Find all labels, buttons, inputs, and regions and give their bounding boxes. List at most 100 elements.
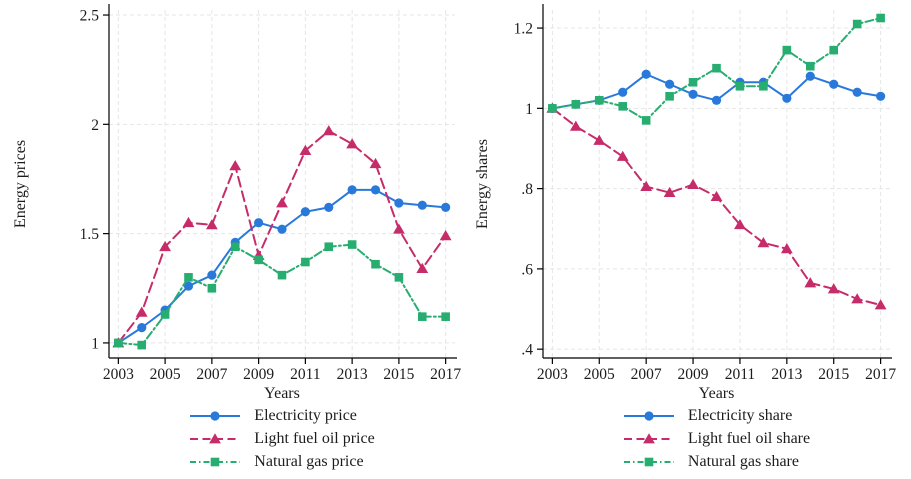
y-tick-label: 1.2 [514,21,533,38]
square-marker [829,45,839,55]
square-marker [114,338,123,348]
legend-item-electricity-share: Electricity share [623,406,810,426]
x-tick-label: 2009 [243,366,274,383]
x-tick-label: 2003 [537,366,568,383]
legend-item-natural-gas-share: Natural gas share [623,452,810,472]
triangle-marker [299,144,312,155]
square-marker [371,259,380,269]
legend-item-light-fuel-oil-price: Light fuel oil price [189,429,375,449]
square-marker [644,457,654,467]
circle-marker [183,281,194,291]
circle-marker [347,185,357,195]
x-tick-label: 2011 [290,366,320,383]
circle-marker [417,200,427,210]
legend-label: Light fuel oil share [687,430,811,447]
triangle-marker [687,178,699,190]
triangle-marker [734,218,746,230]
y-axis-title: Energy shares [474,139,491,229]
circle-marker [277,224,287,234]
legend-item-natural-gas-price: Natural gas price [189,452,374,472]
y-axis-title: Energy prices [12,140,29,228]
energy-shares-chart-canvas: .4 .6 .8 1 1.2 2003 2005 2007 2009 2011 2013 2015 20… [474,4,896,402]
square-marker [254,255,263,265]
y-tick-label: 1.5 [80,226,100,243]
triangle-marker [159,240,172,252]
x-tick-label: 2003 [103,366,134,383]
square-marker [347,240,357,249]
circle-marker [137,323,147,333]
legend-label: Natural gas price [254,453,364,470]
triangle-marker [369,157,382,169]
square-marker [782,45,792,55]
triangle-marker [439,230,452,241]
series-line [117,188,447,344]
square-marker [184,273,193,282]
x-tick-label: 2015 [818,366,849,383]
square-marker [137,340,147,350]
square-marker [394,273,404,282]
square-marker [441,312,450,321]
triangle-marker [804,277,817,288]
triangle-marker [416,262,429,273]
x-tick-label: 2015 [383,366,414,383]
circle-marker [300,207,310,217]
x-tick-label: 2017 [865,366,896,383]
circle-marker [805,71,815,81]
square-marker [712,63,721,73]
triangle-marker [276,197,288,208]
square-marker [759,81,768,91]
triangle-marker [209,433,222,444]
x-tick-label: 2007 [631,366,662,383]
natural-gas-price-line-icon [190,457,241,467]
square-marker [324,242,334,252]
square-marker [210,457,220,467]
square-marker [805,61,815,71]
prices-legend: Electricity price Light fuel oil price N… [109,406,455,472]
circle-marker [852,87,862,97]
square-marker [417,312,427,321]
triangle-marker [710,190,723,202]
circle-marker [441,202,451,212]
circle-marker [641,69,651,79]
circle-marker [207,270,217,280]
square-marker [160,310,170,319]
triangle-marker [229,160,242,171]
circle-marker [618,87,628,97]
circle-marker [711,95,722,105]
triangle-marker [757,237,770,248]
circle-marker [324,202,334,212]
triangle-marker [780,243,793,254]
x-axis-title: Years [264,385,300,402]
triangle-marker [392,223,405,234]
square-marker [852,19,862,29]
triangle-marker [346,138,359,149]
square-marker [594,96,604,105]
square-marker [207,283,217,293]
x-tick-label: 2005 [584,366,615,383]
triangle-marker [827,283,840,294]
triangle-marker [640,180,653,192]
light-fuel-oil-price-line-icon [190,433,241,444]
square-marker [277,270,287,280]
triangle-marker [851,293,864,304]
y-tick-label: 2.5 [80,8,100,25]
square-marker [876,13,885,23]
square-marker [735,81,745,91]
triangle-marker [205,219,218,230]
x-axis-title: Years [699,385,735,402]
circle-marker [394,198,404,208]
x-tick-label: 2005 [150,366,181,383]
shares-legend: Electricity share Light fuel oil share N… [543,406,890,472]
y-tick-label: 1 [91,335,99,352]
legend-label: Light fuel oil price [254,430,375,447]
electricity-share-line-icon [623,411,674,421]
circle-marker [370,185,381,195]
series-line [117,243,447,347]
y-tick-label: 2 [91,117,99,134]
x-tick-label: 2017 [430,366,461,383]
circle-marker [254,218,264,228]
y-tick-label: .4 [521,342,533,359]
triangle-marker [135,306,148,317]
triangle-marker [182,216,195,228]
